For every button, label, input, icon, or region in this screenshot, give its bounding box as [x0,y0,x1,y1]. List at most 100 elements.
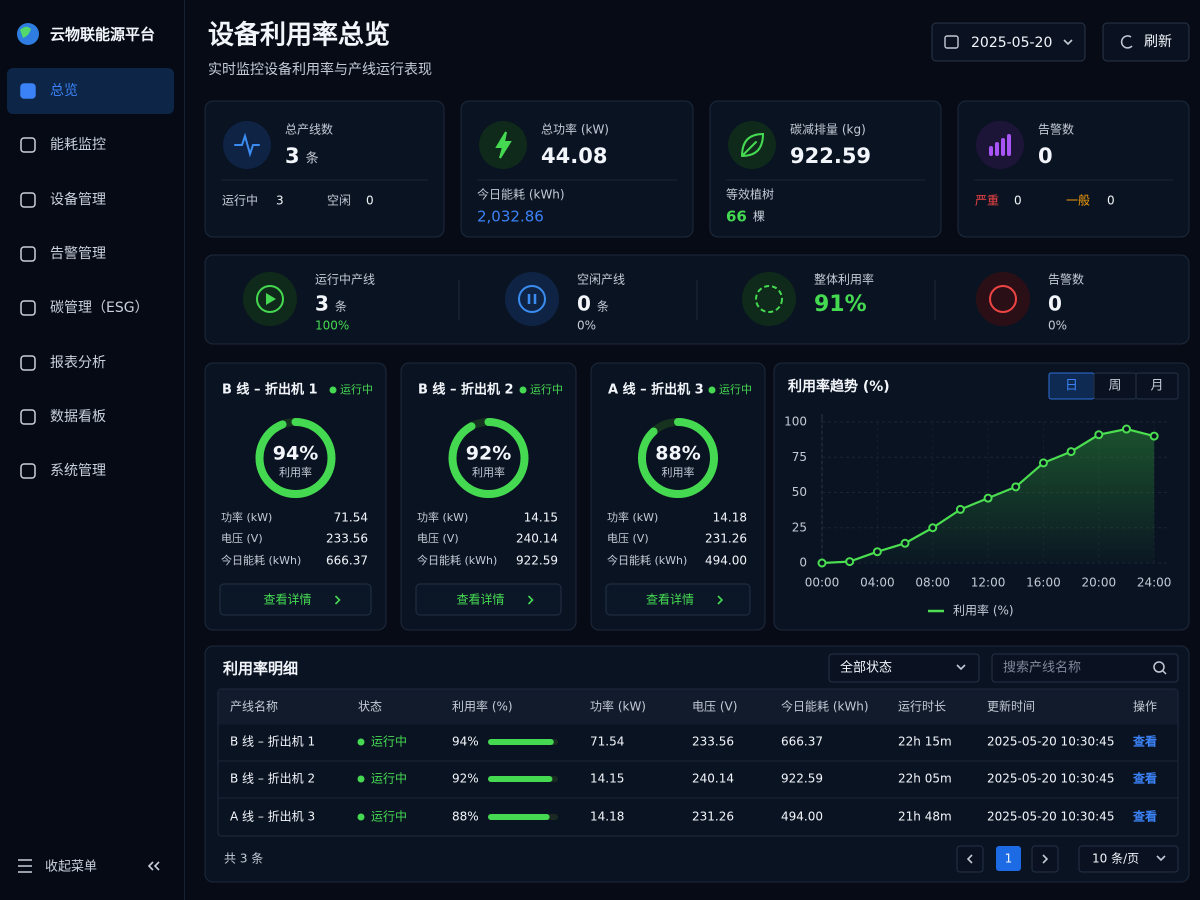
data-point [900,538,910,548]
status-value: 0 [577,292,591,316]
stat-unit: 条 [306,151,319,167]
metric-label: 功率 (kW) [417,510,468,524]
status-filter-label[interactable]: 全部状态 [840,660,892,676]
table-cell: 71.54 [590,735,624,749]
table-frame [217,688,1179,837]
column-header: 产线名称 [230,699,278,714]
status-icon [505,272,559,326]
page-size[interactable] [1078,845,1179,873]
table-cell: 240.14 [692,772,734,786]
detail-button[interactable] [219,583,372,616]
table-cell: 2025-05-20 10:30:45 [987,810,1114,824]
status-label: 空闲产线 [577,273,625,287]
x-tick-label: 24:00 [1137,576,1172,590]
table-cell: B 线 – 折出机 2 [230,771,315,786]
menu-item[interactable]: 碳管理（ESG） [50,300,149,316]
status-dot [708,386,716,394]
legend-label: 利用率 (%) [953,603,1014,618]
refresh-label: 刷新 [1144,34,1172,50]
row-action[interactable]: 查看 [1132,771,1157,786]
range-tab-label[interactable]: 周 [1108,379,1121,394]
detail-button-label[interactable]: 查看详情 [456,592,504,607]
stat-sub-value: 66 [726,208,747,226]
search-icon [1153,661,1165,673]
stat-item-label: 空闲 [327,194,351,208]
chevron-icon [153,861,160,871]
x-tick-label: 08:00 [915,576,950,590]
status-unit: 条 [597,300,609,314]
status-value: 0 [1048,292,1062,316]
stat-icon-glyph [741,132,765,157]
column-header: 电压 (V) [692,700,737,714]
search-box[interactable] [991,653,1179,683]
status-icon-ring [755,285,783,313]
metric-label: 电压 (V) [221,532,263,545]
detail-button-label[interactable]: 查看详情 [263,592,311,607]
column-header: 运行时长 [898,700,946,714]
menu-item[interactable]: 总览 [50,83,78,99]
stat-item-label: 运行中 [222,193,258,208]
metric-value: 14.18 [713,511,747,525]
row-action[interactable]: 查看 [1132,734,1157,749]
data-point [817,558,827,568]
status-value: 91% [814,292,867,317]
refresh-icon [1120,35,1133,49]
data-point [1094,430,1104,440]
column-header: 状态 [358,700,382,714]
status-icon-ring [989,285,1017,313]
collapse-menu[interactable]: 收起菜单 [45,860,97,875]
y-tick-label: 0 [799,556,807,570]
menu-item-active[interactable] [7,68,174,114]
page-size-label[interactable]: 10 条/页 [1092,852,1139,866]
machine-status: 运行中 [719,383,752,396]
stat-value: 922.59 [790,144,871,168]
status-share: 0% [577,319,596,333]
status-icon [976,272,1030,326]
chart-title: 利用率趋势 (%) [788,378,890,395]
metric-value: 922.59 [516,554,558,568]
table-cell: 666.37 [781,735,823,749]
date-value: 2025-05-20 [971,35,1052,51]
table-cell: 2025-05-20 10:30:45 [987,735,1114,749]
menu-item[interactable]: 系统管理 [50,463,106,479]
table-cell: 94% [452,735,479,749]
row-action[interactable]: 查看 [1132,809,1157,824]
util-bar [488,814,550,820]
next-page[interactable] [1031,845,1059,873]
status-label: 整体利用率 [814,272,874,287]
range-tab[interactable] [1135,372,1179,400]
machine-name: A 线 – 折出机 3 [608,382,704,398]
util-bar [488,776,553,782]
menu-item[interactable]: 告警管理 [50,246,106,262]
stat-value: 0 [1038,144,1053,168]
current-page-label[interactable]: 1 [1005,852,1013,866]
machine-name: B 线 – 折出机 1 [222,382,318,398]
detail-button[interactable] [415,583,562,616]
x-tick-label: 04:00 [860,576,895,590]
search-placeholder[interactable]: 搜索产线名称 [1003,660,1081,676]
menu-item[interactable]: 数据看板 [50,409,106,425]
current-page[interactable] [996,846,1021,871]
column-header: 操作 [1133,699,1157,714]
menu-item[interactable]: 能耗监控 [50,137,106,153]
menu-item[interactable]: 设备管理 [50,191,106,208]
status-unit: 条 [335,300,347,314]
stat-card [204,100,445,238]
prev-page[interactable] [956,845,984,873]
stat-icon-glyph [234,132,260,158]
detail-button-label[interactable]: 查看详情 [646,592,694,607]
range-tab-label[interactable]: 日 [1065,379,1078,394]
search-icon-handle [1162,670,1167,675]
status-filter[interactable] [828,653,980,683]
detail-button[interactable] [605,583,751,616]
metric-label: 电压 (V) [417,532,459,545]
status-dot [357,738,365,746]
menu-item[interactable]: 报表分析 [50,355,106,371]
chevron-icon [956,664,966,671]
range-tab-label[interactable]: 月 [1150,379,1163,394]
metric-label: 今日能耗 (kWh) [607,553,687,567]
refresh-button[interactable] [1102,22,1190,62]
date-picker[interactable] [931,22,1086,62]
gauge-arc [255,418,336,498]
